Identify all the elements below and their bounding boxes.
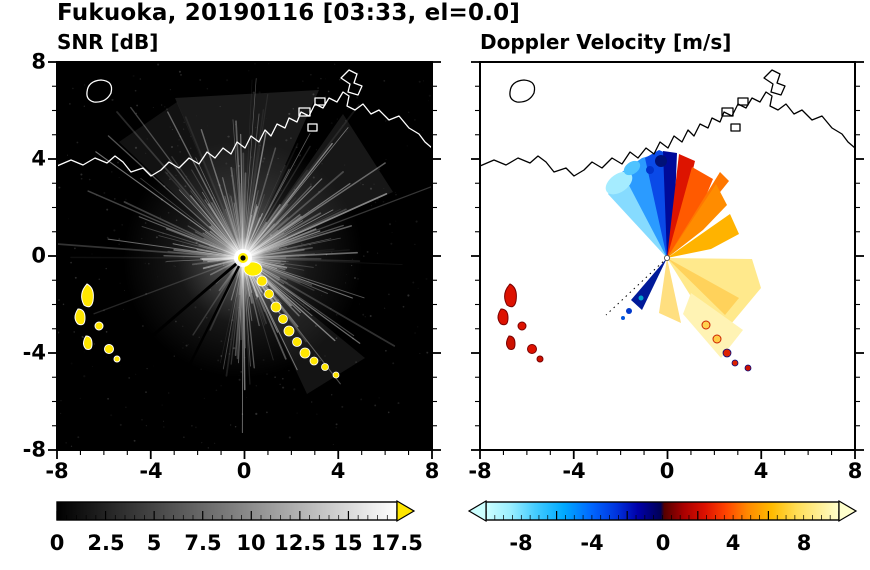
- velocity-colorbar: [467, 499, 858, 523]
- colorbar-tick-label: 2.5: [87, 531, 125, 555]
- y-tick-label: -4: [22, 340, 46, 365]
- x-tick-label: -4: [139, 459, 163, 483]
- coastline: [57, 69, 432, 177]
- velocity-overflow-arrow: [838, 499, 858, 523]
- colorbar-tick-label: 0: [49, 531, 65, 555]
- y-tick-label: 0: [31, 243, 46, 268]
- x-tick-label: 0: [236, 459, 252, 483]
- radar-site-marker: [663, 254, 670, 261]
- y-tick-label: -8: [22, 437, 46, 462]
- x-tick-label: -4: [562, 459, 586, 483]
- colorbar-tick-label: 8: [796, 531, 812, 555]
- snr-beams: [57, 78, 432, 434]
- velocity-axis-ticks: [471, 61, 864, 459]
- x-tick-label: 4: [753, 459, 769, 483]
- x-tick-label: 0: [659, 459, 675, 483]
- snr-noise: [57, 63, 431, 449]
- snr-colorbar: [56, 499, 416, 523]
- colorbar-tick-label: 7.5: [184, 531, 222, 555]
- velocity-panel-title: Doppler Velocity [m/s]: [480, 30, 732, 54]
- snr-shadow-rays: [114, 256, 245, 395]
- radar-site-marker: [234, 249, 252, 267]
- colorbar-tick-label: 17.5: [371, 531, 423, 555]
- colorbar-tick-label: 0: [655, 531, 671, 555]
- snr-clutter-southwest: [74, 283, 121, 363]
- y-tick-label: 4: [31, 146, 46, 171]
- velocity-clutter-southwest: [497, 283, 544, 363]
- x-tick-label: 8: [424, 459, 440, 483]
- colorbar-tick-label: -8: [509, 531, 533, 555]
- colorbar-tick-label: 12.5: [274, 531, 326, 555]
- x-tick-label: -8: [468, 459, 492, 483]
- snr-plot: [48, 61, 441, 459]
- colorbar-tick-label: 15: [333, 531, 363, 555]
- snr-colorbar-gradient: [57, 502, 397, 520]
- velocity-underflow-arrow: [467, 499, 487, 523]
- velocity-plot: [471, 61, 864, 459]
- snr-clutter-chain: [243, 261, 340, 379]
- colorbar-tick-label: 5: [146, 531, 162, 555]
- colorbar-tick-label: -4: [580, 531, 604, 555]
- x-tick-label: -8: [45, 459, 69, 483]
- x-tick-label: 4: [330, 459, 346, 483]
- snr-overflow-arrow: [396, 499, 416, 523]
- coastline: [480, 69, 855, 177]
- snr-panel-title: SNR [dB]: [57, 30, 159, 54]
- snr-axis-ticks: [48, 61, 441, 459]
- y-tick-label: 8: [31, 49, 46, 74]
- doppler-velocity-field: [605, 150, 761, 372]
- colorbar-tick-label: 10: [236, 531, 266, 555]
- x-tick-label: 8: [847, 459, 863, 483]
- figure-title: Fukuoka, 20190116 [03:33, el=0.0]: [57, 0, 521, 26]
- colorbar-tick-label: 4: [725, 531, 741, 555]
